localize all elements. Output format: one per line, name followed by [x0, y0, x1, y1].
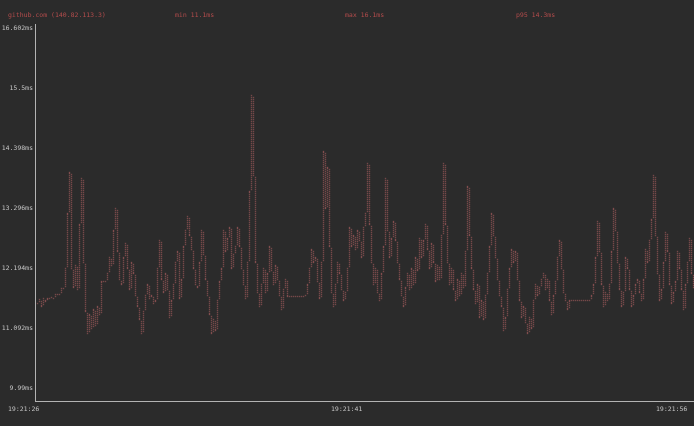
stat-min-label: min 11.1ms — [175, 11, 215, 19]
y-axis-line — [35, 24, 36, 402]
y-tick-label: 15.5ms — [9, 84, 33, 92]
y-tick-label: 14.398ms — [1, 144, 33, 152]
y-tick-label: 13.296ms — [1, 204, 33, 212]
x-tick-label: 19:21:41 — [331, 405, 363, 413]
y-tick-label: 12.194ms — [1, 264, 33, 272]
y-tick-label: 9.99ms — [9, 384, 33, 392]
x-axis-line — [35, 401, 694, 402]
stat-max-label: max 16.1ms — [345, 11, 385, 19]
x-tick-label: 19:21:56 — [656, 405, 688, 413]
x-tick-label: 19:21:26 — [8, 405, 40, 413]
y-tick-label: 11.092ms — [1, 324, 33, 332]
target-host-label: github.com (140.82.113.3) — [8, 11, 106, 19]
y-tick-label: 16.602ms — [1, 24, 33, 32]
stat-p95-label: p95 14.3ms — [516, 11, 556, 19]
